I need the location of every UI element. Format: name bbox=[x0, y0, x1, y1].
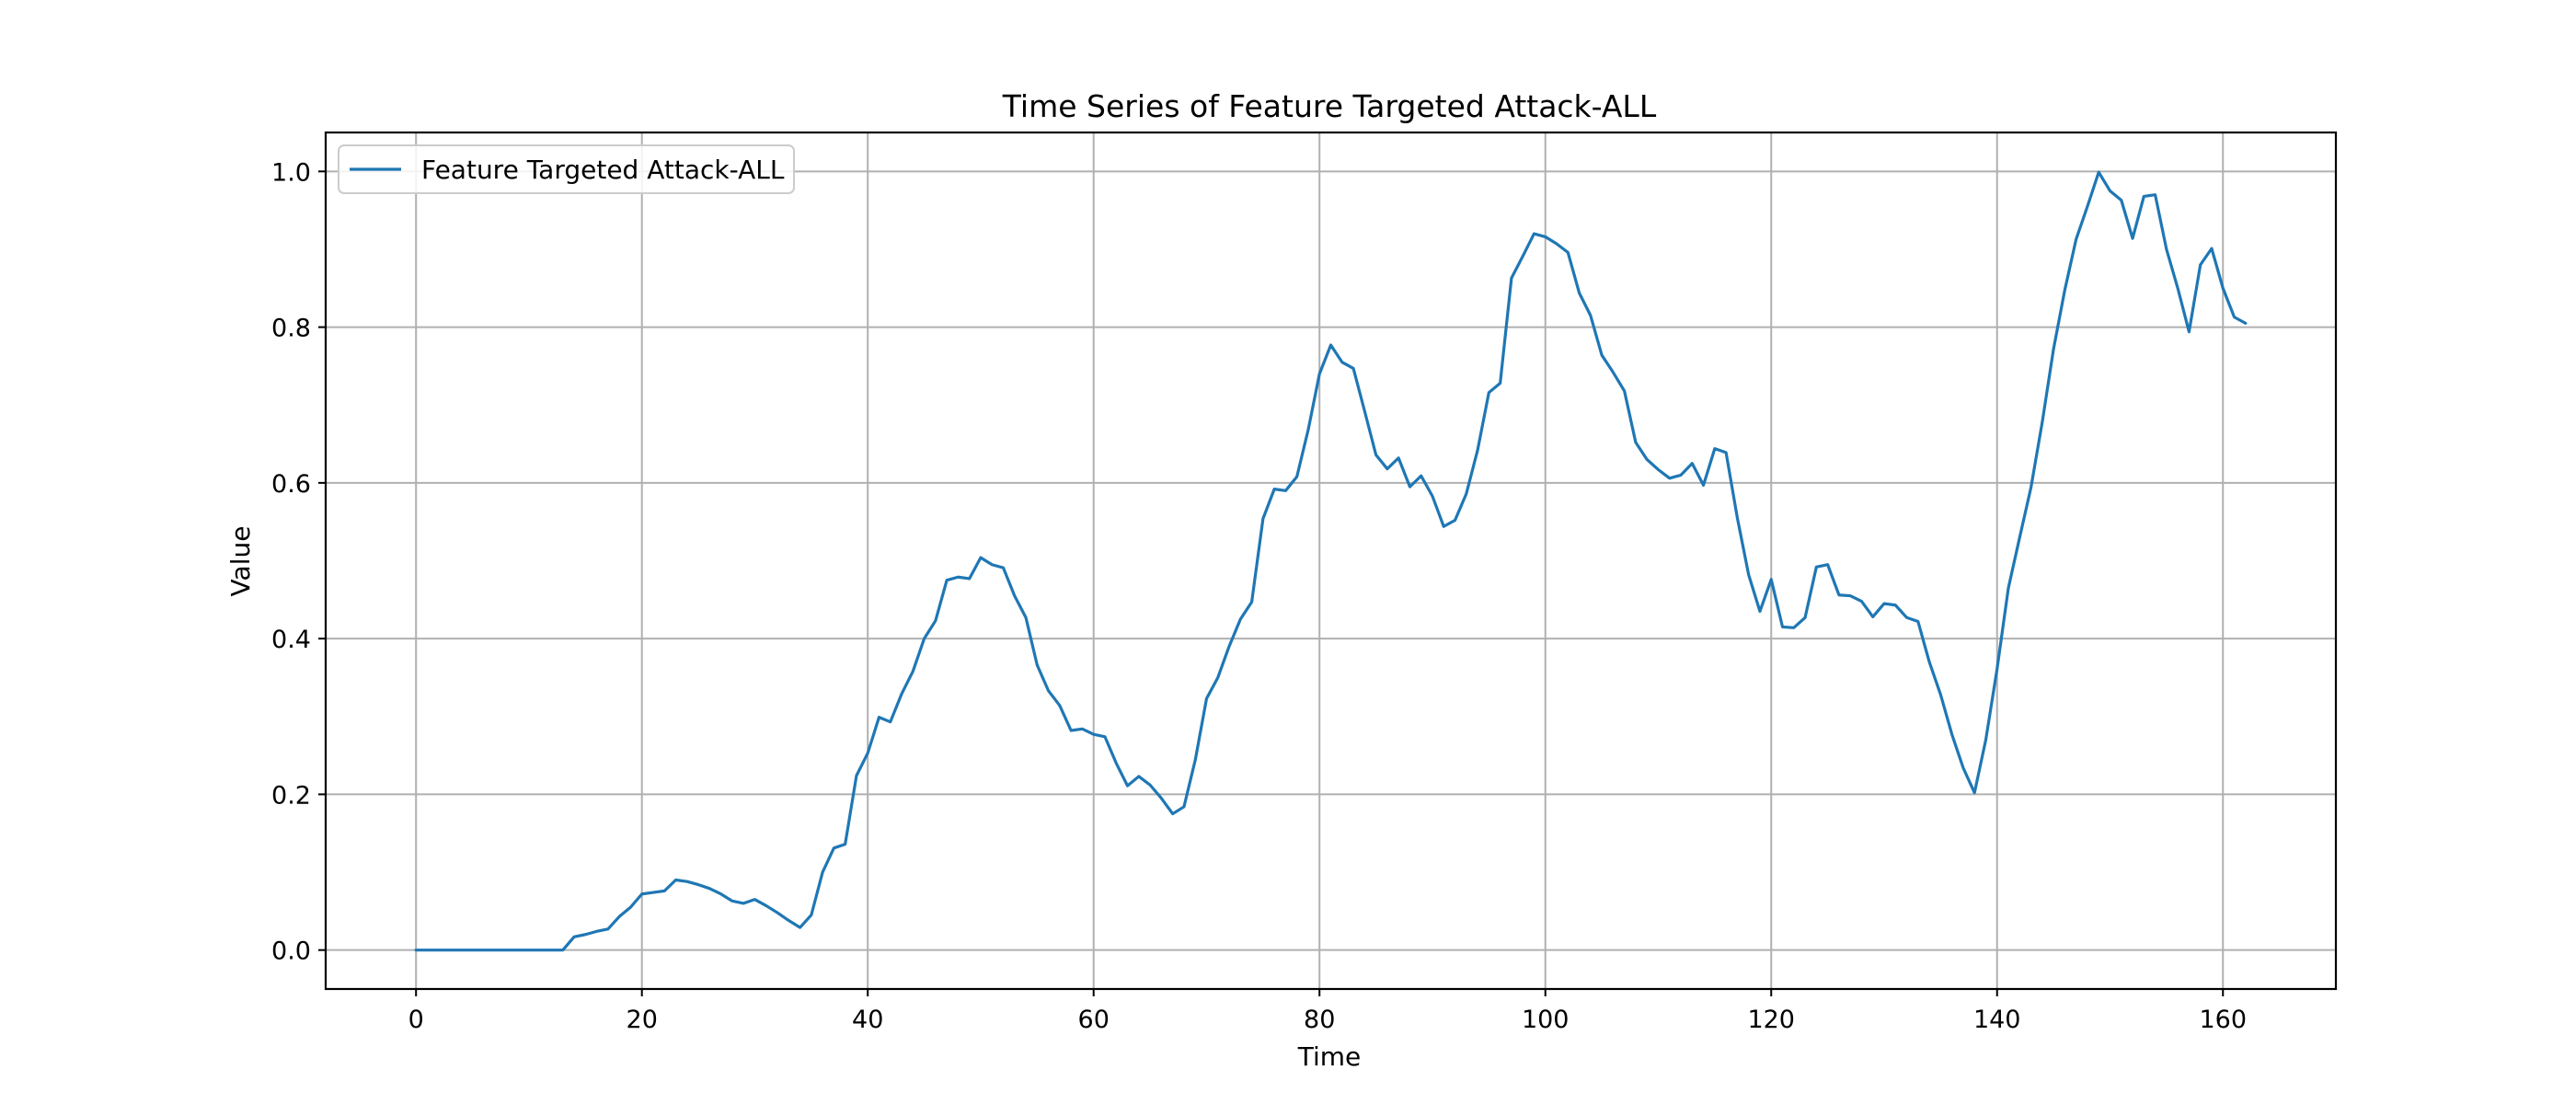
x-tick-label: 0 bbox=[408, 1006, 424, 1034]
chart-title: Time Series of Feature Targeted Attack-A… bbox=[1002, 88, 1657, 124]
axis-ticks: 0 20 40 60 80 100 120 140 160 0.0 0.2 0.4 0.6 0.8 1.0 bbox=[271, 158, 2247, 1034]
series-line bbox=[414, 170, 2248, 952]
x-tick-label: 100 bbox=[1522, 1006, 1570, 1034]
x-tick-label: 40 bbox=[852, 1006, 883, 1034]
grid bbox=[326, 132, 2336, 989]
plot-frame bbox=[324, 131, 2338, 991]
x-tick-label: 60 bbox=[1078, 1006, 1110, 1034]
x-tick-label: 20 bbox=[627, 1006, 658, 1034]
y-tick-label: 0.2 bbox=[271, 781, 311, 810]
y-tick-label: 0.8 bbox=[271, 315, 311, 343]
x-axis-label: Time bbox=[1297, 1041, 1362, 1072]
y-axis-label: Value bbox=[225, 526, 256, 597]
y-tick-label: 1.0 bbox=[271, 158, 311, 187]
x-tick-label: 140 bbox=[1973, 1006, 2021, 1034]
y-tick-label: 0.0 bbox=[271, 937, 311, 966]
y-tick-label: 0.6 bbox=[271, 470, 311, 499]
x-tick-label: 160 bbox=[2199, 1006, 2247, 1034]
legend-label: Feature Targeted Attack-ALL bbox=[421, 155, 785, 185]
series-layer bbox=[414, 170, 2248, 952]
x-tick-label: 80 bbox=[1304, 1006, 1335, 1034]
x-tick-label: 120 bbox=[1747, 1006, 1795, 1034]
legend: Feature Targeted Attack-ALL bbox=[338, 144, 795, 194]
legend-box bbox=[338, 144, 795, 194]
y-tick-label: 0.4 bbox=[271, 626, 311, 654]
